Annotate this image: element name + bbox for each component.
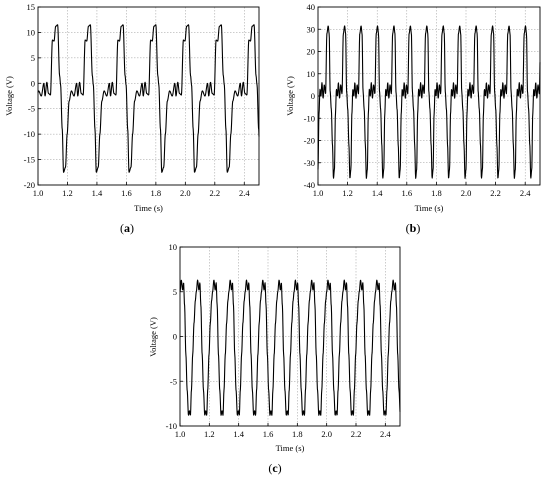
chart-c-ytick-label: 10 (169, 242, 178, 252)
chart-a-ytick-label: 10 (27, 27, 36, 37)
chart-b-ytick-label: -10 (304, 113, 315, 123)
chart-b-xtick-label: 1.4 (372, 188, 383, 198)
chart-a-frame (37, 6, 260, 186)
chart-a-panel-letter: a (124, 221, 130, 235)
chart-panel-c: 1.0 1.2 1.4 1.6 1.8 2.0 2.2 2.4 -10 -5 0 5 10 Time (… (148, 242, 401, 475)
chart-b-frame (317, 6, 541, 186)
chart-c-ytick-label: -10 (166, 421, 177, 431)
chart-b-xtick-label: 1.6 (401, 188, 412, 198)
chart-a-xtick-label: 1.6 (121, 188, 132, 198)
chart-c-xlabel: Time (s) (276, 443, 305, 453)
chart-c-ylabel: Voltage (V) (148, 317, 158, 357)
chart-c-xtick-label: 2.2 (351, 429, 362, 439)
chart-c-panel-letter: c (272, 461, 278, 475)
chart-b-ytick-label: 10 (307, 69, 316, 79)
chart-a-xtick-label: 1.4 (92, 188, 103, 198)
chart-b-xlabel: Time (s) (415, 203, 444, 213)
chart-b-panel-letter: b (410, 221, 417, 235)
chart-a-tick-labels: 1.0 1.2 1.4 1.6 1.8 2.0 2.2 2.4 -20 -15 -10 -5 0 5 10 1… (24, 2, 251, 198)
chart-c-xtick-label: 2.4 (380, 429, 391, 439)
chart-a-plot-area (38, 7, 259, 185)
chart-c-ytick-label: -5 (170, 376, 177, 386)
chart-c-xtick-label: 1.2 (204, 429, 215, 439)
chart-b-xtick-label: 1.2 (342, 188, 353, 198)
chart-b-ytick-label: -40 (304, 180, 315, 190)
chart-c-frame (179, 246, 401, 427)
chart-a-xtick-label: 2.4 (239, 188, 250, 198)
chart-a-xtick-label: 2.0 (180, 188, 191, 198)
chart-b-ytick-label: 30 (307, 24, 316, 34)
chart-b-ylabel: Voltage (V) (285, 76, 295, 116)
chart-b-tick-labels: 1.0 1.2 1.4 1.6 1.8 2.0 2.2 2.4 -40 -30 -20 -10 0 10 2… (304, 2, 532, 198)
chart-b-xtick-label: 1.8 (431, 188, 442, 198)
chart-b-ytick-label: 40 (307, 2, 316, 12)
chart-c-tick-labels: 1.0 1.2 1.4 1.6 1.8 2.0 2.2 2.4 -10 -5 0 5 10 (166, 242, 392, 439)
chart-c-ytick-label: 5 (173, 287, 177, 297)
chart-a-xtick-label: 2.2 (209, 188, 220, 198)
chart-a-ytick-label: 0 (31, 78, 35, 88)
chart-a-ylabel: Voltage (V) (4, 76, 14, 116)
chart-c-xtick-label: 1.8 (292, 429, 303, 439)
chart-a-xtick-label: 1.0 (33, 188, 44, 198)
chart-c-xtick-label: 1.0 (175, 429, 186, 439)
chart-panel-b: 1.0 1.2 1.4 1.6 1.8 2.0 2.2 2.4 -40 -30 -20 -10 0 10 2… (285, 2, 541, 235)
chart-a-ytick-label: -5 (28, 104, 35, 114)
chart-a-xlabel: Time (s) (134, 203, 163, 213)
chart-c-series-line (179, 279, 401, 416)
chart-a-ytick-label: -10 (24, 129, 35, 139)
chart-a-ytick-label: -20 (24, 180, 35, 190)
chart-b-xtick-label: 2.4 (520, 188, 531, 198)
chart-a-xtick-label: 1.2 (62, 188, 73, 198)
chart-b-xtick-label: 2.2 (490, 188, 501, 198)
chart-b-ytick-label: 0 (311, 91, 315, 101)
chart-a-ytick-label: 15 (27, 2, 36, 12)
chart-panel-a: 1.0 1.2 1.4 1.6 1.8 2.0 2.2 2.4 -20 -15 -10 -5 0 5 10 1… (4, 2, 260, 235)
chart-b-ytick-label: -30 (304, 158, 315, 168)
chart-b-ytick-label: -20 (304, 136, 315, 146)
chart-a-series-line (37, 24, 260, 173)
chart-c-xtick-label: 1.6 (263, 429, 274, 439)
chart-b-series-line (317, 25, 541, 179)
chart-c-xtick-label: 1.4 (233, 429, 244, 439)
chart-a-panel-label: (a) (120, 221, 134, 235)
chart-c-ytick-label: 0 (173, 332, 177, 342)
chart-c-xtick-label: 2.0 (321, 429, 332, 439)
chart-a-ytick-label: 5 (31, 53, 35, 63)
chart-b-ytick-label: 20 (307, 47, 316, 57)
chart-a-xtick-label: 1.8 (151, 188, 162, 198)
chart-b-xtick-label: 1.0 (313, 188, 324, 198)
chart-c-panel-label: (c) (268, 461, 281, 475)
chart-b-panel-label: (b) (406, 221, 421, 235)
chart-a-ytick-label: -15 (24, 155, 35, 165)
chart-b-xtick-label: 2.0 (461, 188, 472, 198)
